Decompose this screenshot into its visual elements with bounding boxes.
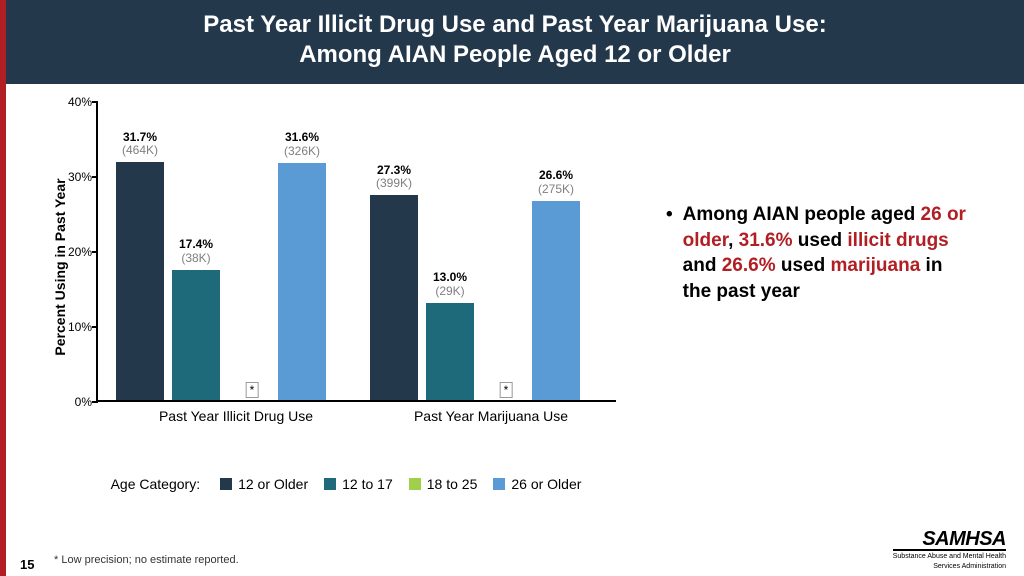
title-line-1: Past Year Illicit Drug Use and Past Year…	[26, 10, 1004, 40]
text-column: • Among AIAN people aged 26 or older, 31…	[646, 102, 1004, 514]
bar-label: 26.6%(275K)	[516, 169, 596, 197]
page-number: 15	[20, 557, 34, 572]
bar-label: 17.4%(38K)	[156, 238, 236, 266]
y-tick-label: 20%	[54, 245, 92, 259]
bullet-point: • Among AIAN people aged 26 or older, 31…	[666, 202, 974, 305]
bullet-mid4: used	[776, 255, 831, 276]
y-tick-label: 30%	[54, 170, 92, 184]
logo-sub2: Services Administration	[893, 563, 1006, 570]
legend-item: 12 or Older	[220, 476, 308, 492]
y-tick-mark	[92, 176, 98, 178]
y-tick-label: 40%	[54, 95, 92, 109]
content-row: Percent Using in Past Year 31.7%(464K)17…	[6, 84, 1024, 514]
bullet-hl4: 26.6%	[722, 255, 776, 276]
x-category-label: Past Year Marijuana Use	[414, 408, 568, 424]
logo-name: SAMHSA	[893, 530, 1006, 551]
bullet-mid1: ,	[728, 230, 739, 251]
y-tick-mark	[92, 401, 98, 403]
bullet-mid2: used	[793, 230, 848, 251]
chart-column: Percent Using in Past Year 31.7%(464K)17…	[46, 102, 646, 514]
bar	[172, 270, 220, 401]
legend-label: 12 or Older	[238, 476, 308, 492]
bar-label: 27.3%(399K)	[354, 164, 434, 192]
legend-item: 26 or Older	[493, 476, 581, 492]
legend-label: 26 or Older	[511, 476, 581, 492]
bar	[426, 303, 474, 401]
bullet-dot: •	[666, 202, 673, 305]
title-bar: Past Year Illicit Drug Use and Past Year…	[6, 0, 1024, 84]
x-category-label: Past Year Illicit Drug Use	[159, 408, 313, 424]
bullet-mid3: and	[683, 255, 722, 276]
legend-swatch	[324, 478, 336, 490]
bars-layer: 31.7%(464K) 17.4%(38K) * 31.6%(326K) 27.3%(3…	[98, 102, 616, 400]
legend-item: 12 to 17	[324, 476, 393, 492]
asterisk-marker: *	[500, 382, 513, 398]
y-tick-mark	[92, 251, 98, 253]
plot-wrap: Percent Using in Past Year 31.7%(464K)17…	[86, 102, 646, 432]
bullet-pre: Among AIAN people aged	[683, 204, 921, 225]
bullet-hl2: 31.6%	[739, 230, 793, 251]
bar	[116, 162, 164, 400]
y-tick-label: 10%	[54, 320, 92, 334]
plot-area: 31.7%(464K) 17.4%(38K) * 31.6%(326K) 27.3%(3…	[96, 102, 616, 402]
legend-label: 12 to 17	[342, 476, 393, 492]
y-tick-mark	[92, 326, 98, 328]
legend-item: 18 to 25	[409, 476, 478, 492]
slide: Past Year Illicit Drug Use and Past Year…	[0, 0, 1024, 576]
bar	[278, 163, 326, 400]
y-tick-mark	[92, 101, 98, 103]
footer: 15 * Low precision; no estimate reported…	[6, 538, 1024, 576]
legend-swatch	[493, 478, 505, 490]
footnote: * Low precision; no estimate reported.	[54, 554, 239, 566]
logo-sub1: Substance Abuse and Mental Health	[893, 553, 1006, 560]
asterisk-marker: *	[246, 382, 259, 398]
bullet-hl3: illicit drugs	[847, 230, 948, 251]
bullet-hl5: marijuana	[831, 255, 921, 276]
bar-label: 31.6%(326K)	[262, 131, 342, 159]
title-line-2: Among AIAN People Aged 12 or Older	[26, 40, 1004, 70]
bar-label: 31.7%(464K)	[100, 131, 180, 159]
legend-label: 18 to 25	[427, 476, 478, 492]
legend: Age Category: 12 or Older 12 to 17 18 to 2…	[46, 476, 646, 492]
bullet-text: Among AIAN people aged 26 or older, 31.6…	[683, 202, 974, 305]
samhsa-logo: SAMHSA Substance Abuse and Mental Health…	[893, 530, 1006, 570]
bar-label: 13.0%(29K)	[410, 271, 490, 299]
bar	[532, 201, 580, 401]
legend-swatch	[220, 478, 232, 490]
legend-swatch	[409, 478, 421, 490]
legend-title: Age Category:	[111, 476, 201, 492]
y-tick-label: 0%	[54, 395, 92, 409]
